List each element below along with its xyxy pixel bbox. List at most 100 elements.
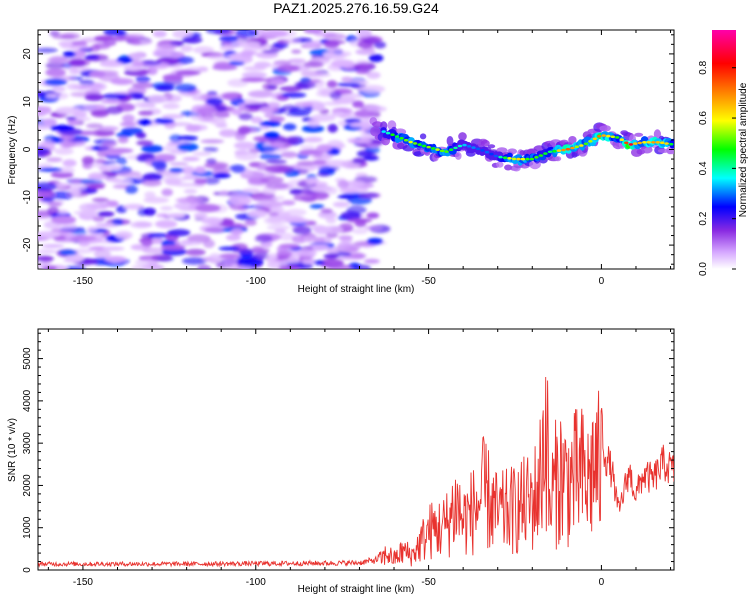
noise-blob — [357, 192, 381, 199]
noise-blob — [366, 71, 381, 80]
noise-blob — [260, 176, 284, 184]
noise-blob — [142, 60, 162, 66]
noise-blob — [214, 111, 231, 118]
noise-blob — [73, 111, 88, 118]
noise-blob — [317, 87, 336, 94]
ridge-peak — [592, 137, 597, 141]
noise-blob — [234, 141, 256, 150]
noise-blob — [205, 97, 224, 106]
noise-blob — [299, 145, 316, 150]
noise-blob — [101, 246, 125, 251]
noise-blob — [194, 178, 207, 185]
noise-blob — [154, 220, 178, 229]
colorbar: 0.0 0.2 0.4 0.6 0.8 Normalized spectral ampl… — [698, 30, 749, 276]
noise-blob — [219, 35, 239, 43]
x-tick-label: -150 — [73, 577, 93, 588]
ridge-peak — [457, 144, 463, 148]
noise-blob — [185, 124, 202, 132]
noise-blob — [349, 122, 371, 128]
ridge-peak — [403, 138, 409, 142]
noise-blob — [240, 77, 267, 83]
ridge-halo — [568, 136, 577, 144]
noise-blob — [259, 153, 283, 160]
ridge-peak — [466, 145, 472, 148]
noise-blob — [337, 241, 351, 249]
y-tick-label: 0 — [22, 567, 33, 573]
noise-blob — [162, 74, 184, 81]
noise-blob — [276, 250, 293, 258]
noise-blob — [89, 70, 106, 78]
noise-blob — [212, 64, 238, 71]
ridge-peak — [394, 135, 400, 138]
noise-blob — [285, 218, 310, 224]
noise-blob — [301, 259, 317, 265]
noise-blob — [311, 113, 336, 122]
snr-frame — [37, 328, 675, 571]
noise-blob — [344, 118, 362, 124]
snr-series-line — [38, 376, 674, 568]
noise-blob — [291, 49, 302, 54]
ridge-peak — [502, 156, 508, 159]
x-tick-label: -100 — [246, 577, 266, 588]
noise-blob — [181, 257, 207, 265]
noise-blob — [339, 188, 358, 194]
noise-blob — [354, 109, 375, 118]
noise-blob — [54, 225, 76, 231]
ridge-peak — [439, 149, 445, 153]
noise-blob — [147, 94, 168, 104]
ridge-halo — [370, 126, 381, 137]
noise-blob — [80, 210, 99, 217]
ridge-peak — [570, 146, 575, 150]
noise-blob — [237, 125, 251, 135]
noise-blob — [86, 226, 98, 233]
ridge-peak — [381, 130, 386, 133]
noise-blob — [175, 83, 197, 93]
noise-blob — [259, 120, 282, 127]
ridge-halo — [480, 139, 490, 147]
noise-blob — [337, 180, 350, 189]
x-tick-label: 0 — [599, 276, 605, 287]
spectrogram-xlabel: Height of straight line (km) — [298, 284, 415, 295]
noise-blob — [300, 79, 321, 84]
ridge-peak — [507, 157, 512, 160]
ridge-peak — [601, 134, 606, 137]
noise-blob — [167, 229, 191, 237]
noise-blob — [81, 156, 95, 165]
colorbar-tick-label: 0.6 — [698, 111, 709, 125]
noise-blob — [218, 190, 229, 196]
noise-blob — [332, 201, 350, 208]
noise-blob — [270, 196, 285, 201]
noise-blob — [83, 104, 107, 111]
noise-blob — [265, 159, 287, 164]
noise-blob — [90, 232, 104, 238]
noise-blob — [111, 218, 124, 226]
noise-blob — [349, 180, 366, 188]
chart-title: PAZ1.2025.276.16.59.G24 — [273, 0, 439, 16]
noise-blob — [321, 225, 344, 234]
noise-blob — [160, 206, 174, 211]
ridge-peak — [610, 135, 615, 138]
noise-blob — [91, 129, 115, 137]
noise-blob — [350, 252, 365, 260]
noise-blob — [38, 182, 57, 191]
noise-blob — [206, 53, 232, 60]
noise-blob — [51, 92, 69, 100]
noise-blob — [93, 249, 111, 259]
noise-blob — [124, 33, 145, 39]
ridge-peak — [615, 136, 620, 139]
noise-blob — [364, 225, 383, 231]
noise-blob — [306, 73, 332, 78]
ridge-peak — [516, 157, 521, 161]
noise-blob — [197, 264, 212, 269]
ridge-peak — [664, 142, 669, 145]
noise-blob — [356, 30, 372, 38]
noise-blob — [41, 197, 55, 203]
noise-blob — [96, 149, 110, 158]
noise-blobs — [38, 30, 391, 269]
noise-blob — [266, 101, 281, 109]
noise-blob — [94, 35, 115, 42]
noise-blob — [242, 188, 261, 194]
noise-blob — [363, 258, 380, 264]
noise-blob — [105, 106, 124, 115]
